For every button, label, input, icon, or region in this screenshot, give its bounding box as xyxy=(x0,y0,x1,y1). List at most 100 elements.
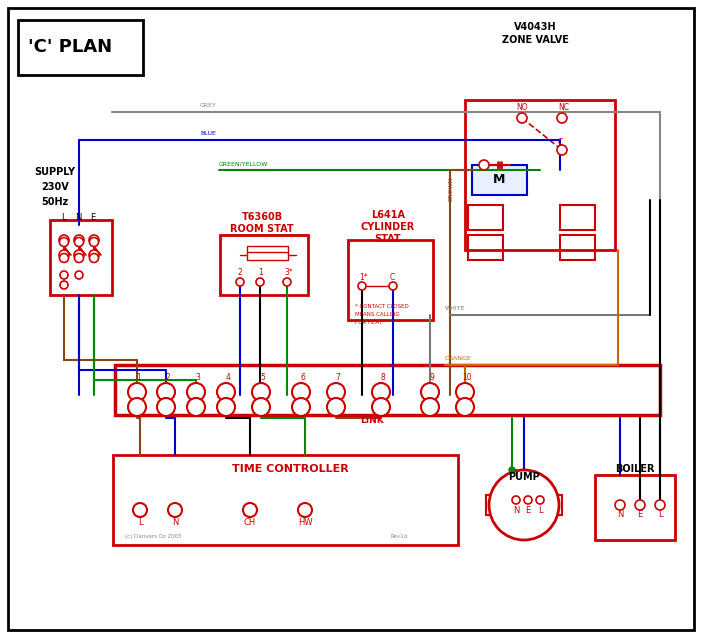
Circle shape xyxy=(89,238,98,247)
Text: (c) Danvers Oz 2005: (c) Danvers Oz 2005 xyxy=(125,534,182,539)
Circle shape xyxy=(256,278,264,286)
Text: V4043H: V4043H xyxy=(514,22,556,32)
Text: 230V: 230V xyxy=(41,182,69,192)
Circle shape xyxy=(60,238,69,247)
Text: E: E xyxy=(91,213,95,222)
Text: L: L xyxy=(138,518,143,527)
Circle shape xyxy=(536,496,544,504)
Text: N: N xyxy=(513,506,519,515)
Circle shape xyxy=(327,383,345,401)
Text: FOR HEAT: FOR HEAT xyxy=(355,320,382,325)
Text: HW: HW xyxy=(298,518,312,527)
Circle shape xyxy=(74,253,84,263)
Text: 6: 6 xyxy=(300,373,305,382)
Text: ORANGE: ORANGE xyxy=(445,356,472,361)
Text: WHITE: WHITE xyxy=(445,306,465,311)
Circle shape xyxy=(217,398,235,416)
Text: M: M xyxy=(493,173,505,186)
Circle shape xyxy=(479,160,489,170)
Text: 4: 4 xyxy=(225,373,230,382)
Circle shape xyxy=(512,496,520,504)
Circle shape xyxy=(372,398,390,416)
Circle shape xyxy=(635,500,645,510)
Circle shape xyxy=(456,398,474,416)
Text: E: E xyxy=(525,506,531,515)
Circle shape xyxy=(358,282,366,290)
Text: ZONE VALVE: ZONE VALVE xyxy=(501,35,569,45)
Text: 2: 2 xyxy=(237,268,241,277)
Circle shape xyxy=(517,113,527,123)
Text: STAT: STAT xyxy=(375,234,402,244)
Circle shape xyxy=(157,398,175,416)
Circle shape xyxy=(292,383,310,401)
Text: 8: 8 xyxy=(380,373,385,382)
Text: 1: 1 xyxy=(258,268,263,277)
Text: NO: NO xyxy=(516,103,528,112)
Text: BROWN: BROWN xyxy=(448,177,453,201)
Circle shape xyxy=(187,398,205,416)
Circle shape xyxy=(89,235,99,245)
Text: E: E xyxy=(637,510,642,519)
Text: C: C xyxy=(558,138,563,147)
Circle shape xyxy=(389,282,397,290)
Circle shape xyxy=(421,383,439,401)
Text: PUMP: PUMP xyxy=(508,472,540,482)
Text: GREEN/YELLOW: GREEN/YELLOW xyxy=(219,161,268,166)
Circle shape xyxy=(557,113,567,123)
Text: MEANS CALLING: MEANS CALLING xyxy=(355,312,399,317)
Text: BLUE: BLUE xyxy=(200,131,216,136)
Text: * CONTACT CLOSED: * CONTACT CLOSED xyxy=(355,304,409,309)
Text: GREY: GREY xyxy=(200,103,217,108)
Circle shape xyxy=(489,470,559,540)
Text: 1: 1 xyxy=(137,373,141,382)
Circle shape xyxy=(74,250,84,260)
Circle shape xyxy=(89,253,98,263)
Circle shape xyxy=(456,383,474,401)
Text: 3: 3 xyxy=(196,373,201,382)
Circle shape xyxy=(60,253,69,263)
Text: N: N xyxy=(617,510,623,519)
Text: L641A: L641A xyxy=(371,210,405,220)
FancyBboxPatch shape xyxy=(472,165,527,195)
Circle shape xyxy=(217,383,235,401)
Text: 2: 2 xyxy=(166,373,171,382)
Circle shape xyxy=(557,145,567,155)
Text: BOILER: BOILER xyxy=(615,464,655,474)
Circle shape xyxy=(292,398,310,416)
Circle shape xyxy=(187,383,205,401)
Text: Rev1d: Rev1d xyxy=(390,534,407,539)
Circle shape xyxy=(524,496,532,504)
Circle shape xyxy=(298,503,312,517)
Circle shape xyxy=(421,398,439,416)
Circle shape xyxy=(509,467,515,473)
Circle shape xyxy=(252,398,270,416)
Text: 50Hz: 50Hz xyxy=(41,197,69,207)
Text: SUPPLY: SUPPLY xyxy=(34,167,76,177)
Circle shape xyxy=(89,250,99,260)
Circle shape xyxy=(615,500,625,510)
Text: TIME CONTROLLER: TIME CONTROLLER xyxy=(232,464,348,474)
Circle shape xyxy=(655,500,665,510)
Text: C: C xyxy=(390,273,395,282)
Text: L: L xyxy=(538,506,543,515)
Text: NC: NC xyxy=(558,103,569,112)
Circle shape xyxy=(75,271,83,279)
Text: T6360B: T6360B xyxy=(241,212,283,222)
Circle shape xyxy=(60,281,68,289)
Circle shape xyxy=(59,250,69,260)
Text: 3*: 3* xyxy=(284,268,293,277)
Circle shape xyxy=(74,235,84,245)
Text: 7: 7 xyxy=(336,373,340,382)
Circle shape xyxy=(74,238,84,247)
Text: 9: 9 xyxy=(430,373,435,382)
Text: N: N xyxy=(172,518,178,527)
Text: 10: 10 xyxy=(462,373,472,382)
Circle shape xyxy=(128,383,146,401)
Text: CYLINDER: CYLINDER xyxy=(361,222,415,232)
Text: 'C' PLAN: 'C' PLAN xyxy=(28,38,112,56)
Circle shape xyxy=(236,278,244,286)
Circle shape xyxy=(372,383,390,401)
Text: 1*: 1* xyxy=(359,273,368,282)
Circle shape xyxy=(128,398,146,416)
Text: L: L xyxy=(60,213,65,222)
